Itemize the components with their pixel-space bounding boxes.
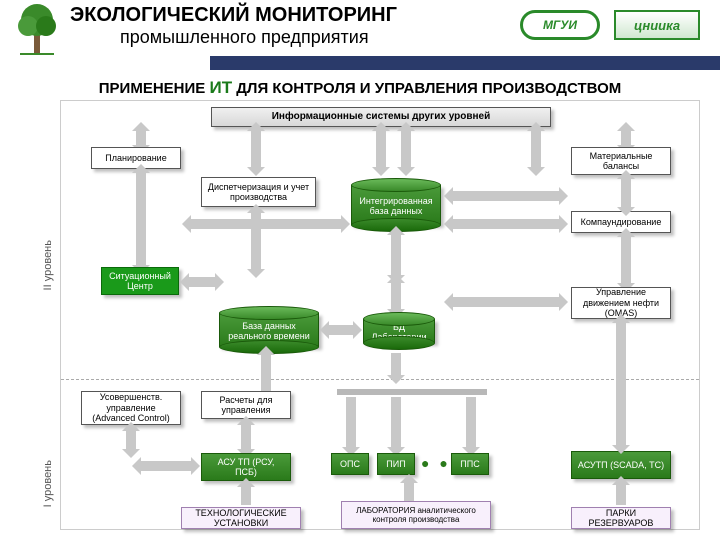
node-calc: Расчеты для управления (201, 391, 291, 419)
node-pps: ППС (451, 453, 489, 475)
section-post: ДЛЯ КОНТРОЛЯ И УПРАВЛЕНИЯ ПРОИЗВОДСТВОМ (236, 80, 621, 97)
divider-line (61, 379, 699, 380)
node-tanks: ПАРКИ РЕЗЕРВУАРОВ (571, 507, 671, 529)
node-dispatch: Диспетчеризация и учет производства (201, 177, 316, 207)
node-asutp2: АСУТП (SCADA, ТС) (571, 451, 671, 479)
section-title: ПРИМЕНЕНИЕ ИТ ДЛЯ КОНТРОЛЯ И УПРАВЛЕНИЯ … (0, 78, 720, 98)
arrow (346, 397, 356, 447)
node-asutp1: АСУ ТП (РСУ, ПСБ) (201, 453, 291, 481)
logo-mgui: МГУИ (520, 10, 600, 40)
arrow (126, 431, 136, 449)
arrow (621, 179, 631, 207)
arrow (391, 353, 401, 375)
arrow (329, 325, 353, 335)
node-realtime-db: База данных реального времени (219, 313, 319, 347)
arrow (376, 131, 386, 167)
arrow (251, 213, 261, 269)
arrow (401, 131, 411, 167)
arrow (453, 191, 559, 201)
node-lab: ЛАБОРАТОРИЯ аналитического контроля прои… (341, 501, 491, 529)
arrow (191, 219, 341, 229)
arrow (621, 237, 631, 283)
arrow (466, 397, 476, 447)
arrow (141, 461, 191, 471)
arrow (453, 297, 559, 307)
node-pip: ПИП (377, 453, 415, 475)
node-integrated-db: Интегрированная база данных (351, 185, 441, 225)
arrow (241, 425, 251, 449)
arrow (136, 173, 146, 265)
bus-bar (337, 389, 487, 395)
ylabel-level1: I уровень (42, 460, 54, 507)
arrow (391, 235, 401, 275)
node-tech: ТЕХНОЛОГИЧЕСКИЕ УСТАНОВКИ (181, 507, 301, 529)
node-adv-control: Усовершенств. управление (Advanced Contr… (81, 391, 181, 425)
arrow (189, 277, 215, 287)
section-it: ИТ (209, 78, 232, 97)
ylabel-level2: II уровень (42, 240, 54, 290)
diagram-canvas: Информационные системы других уровней Пл… (60, 100, 700, 530)
logo-tsniika: цниика (614, 10, 700, 40)
tree-icon (14, 0, 60, 61)
arrow (391, 283, 401, 309)
node-ops: ОПС (331, 453, 369, 475)
arrow (391, 397, 401, 447)
arrow (531, 131, 541, 167)
node-situation-center: Ситуационный Центр (101, 267, 179, 295)
section-pre: ПРИМЕНЕНИЕ (99, 80, 206, 97)
page-header: ЭКОЛОГИЧЕСКИЙ МОНИТОРИНГ промышленного п… (0, 0, 720, 70)
blue-accent-bar (210, 56, 720, 70)
arrow (136, 131, 146, 145)
arrow (241, 487, 251, 505)
arrow (616, 485, 626, 505)
arrow (621, 131, 631, 145)
arrow (616, 323, 626, 445)
arrow (251, 131, 261, 167)
arrow (453, 219, 559, 229)
node-bd-lab: БД Лаборатории (363, 319, 435, 343)
